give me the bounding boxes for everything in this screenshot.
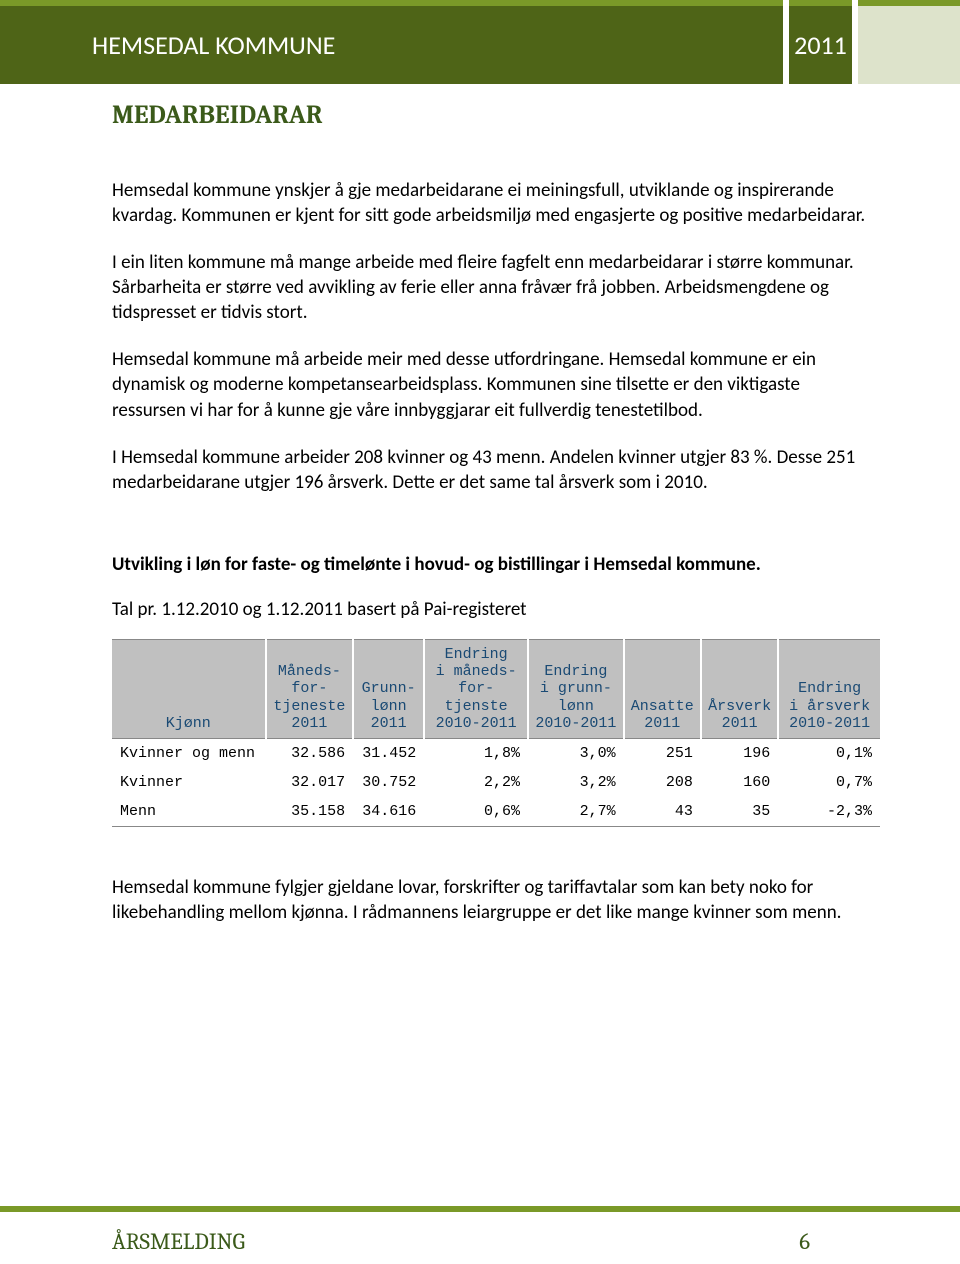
- paragraph-2: I ein liten kommune må mange arbeide med…: [112, 250, 872, 325]
- table-cell: 3,2%: [528, 768, 624, 797]
- table-cell: 0,6%: [424, 797, 528, 827]
- table-cell: 30.752: [353, 768, 424, 797]
- salary-table-header-row: KjønnMåneds- for- tjeneste 2011Grunn- lø…: [112, 639, 880, 738]
- section-title: MEDARBEIDARAR: [112, 100, 872, 130]
- table-header-cell: Kjønn: [112, 639, 266, 738]
- table-cell: 35.158: [266, 797, 353, 827]
- table-header-cell: Endring i grunn- lønn 2010-2011: [528, 639, 624, 738]
- table-cell: 196: [701, 739, 778, 769]
- table-cell: 3,0%: [528, 739, 624, 769]
- table-row: Kvinner32.01730.7522,2%3,2%2081600,7%: [112, 768, 880, 797]
- table-header-cell: Endring i måneds- for- tjenste 2010-2011: [424, 639, 528, 738]
- table-cell: 2,7%: [528, 797, 624, 827]
- table-cell: 35: [701, 797, 778, 827]
- table-cell: 2,2%: [424, 768, 528, 797]
- table-cell: 1,8%: [424, 739, 528, 769]
- table-cell: Kvinner og menn: [112, 739, 266, 769]
- salary-table-body: Kvinner og menn32.58631.4521,8%3,0%25119…: [112, 739, 880, 827]
- page-content: MEDARBEIDARAR Hemsedal kommune ynskjer å…: [112, 100, 872, 947]
- header-year: 2011: [789, 6, 852, 84]
- table-cell: 34.616: [353, 797, 424, 827]
- table-cell: Menn: [112, 797, 266, 827]
- paragraph-4: I Hemsedal kommune arbeider 208 kvinner …: [112, 445, 872, 495]
- table-cell: -2,3%: [778, 797, 880, 827]
- table-header-cell: Ansatte 2011: [624, 639, 701, 738]
- footer-label: ÅRSMELDING: [112, 1228, 245, 1255]
- table-header-cell: Årsverk 2011: [701, 639, 778, 738]
- footer-accent-strip: [0, 1206, 960, 1212]
- header-band: HEMSEDAL KOMMUNE 2011: [0, 6, 960, 84]
- table-cell: 32.586: [266, 739, 353, 769]
- paragraph-3: Hemsedal kommune må arbeide meir med des…: [112, 347, 872, 422]
- table-row: Kvinner og menn32.58631.4521,8%3,0%25119…: [112, 739, 880, 769]
- footer-band: ÅRSMELDING 6: [0, 1218, 960, 1264]
- table-note: Tal pr. 1.12.2010 og 1.12.2011 basert på…: [112, 598, 872, 621]
- table-cell: 208: [624, 768, 701, 797]
- salary-table: KjønnMåneds- for- tjeneste 2011Grunn- lø…: [112, 639, 880, 827]
- table-row: Menn35.15834.6160,6%2,7%4335-2,3%: [112, 797, 880, 827]
- table-header-cell: Grunn- lønn 2011: [353, 639, 424, 738]
- table-subhead: Utvikling i løn for faste- og timelønte …: [112, 553, 872, 576]
- footer-page-number: 6: [799, 1228, 810, 1255]
- table-cell: 31.452: [353, 739, 424, 769]
- header-org: HEMSEDAL KOMMUNE: [0, 6, 783, 84]
- table-cell: 0,7%: [778, 768, 880, 797]
- closing-paragraph: Hemsedal kommune fylgjer gjeldane lovar,…: [112, 875, 872, 925]
- table-cell: 32.017: [266, 768, 353, 797]
- table-header-cell: Måneds- for- tjeneste 2011: [266, 639, 353, 738]
- table-cell: 251: [624, 739, 701, 769]
- table-cell: 0,1%: [778, 739, 880, 769]
- table-cell: 160: [701, 768, 778, 797]
- paragraph-1: Hemsedal kommune ynskjer å gje medarbeid…: [112, 178, 872, 228]
- table-cell: 43: [624, 797, 701, 827]
- table-cell: Kvinner: [112, 768, 266, 797]
- table-header-cell: Endring i årsverk 2010-2011: [778, 639, 880, 738]
